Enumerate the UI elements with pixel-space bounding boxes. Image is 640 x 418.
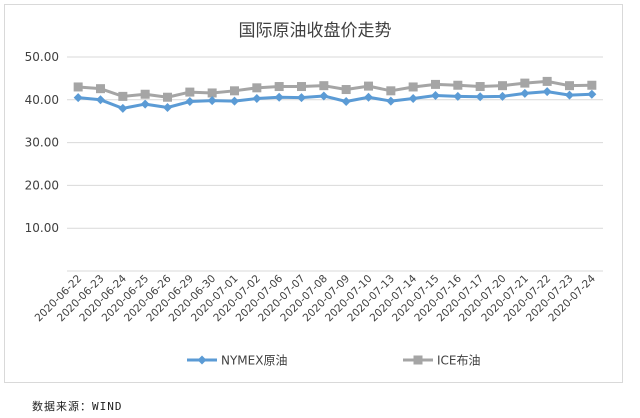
legend-marker [413,355,423,365]
y-tick-label: 20.00 [25,178,59,192]
x-axis-ticks: 2020-06-222020-06-232020-06-242020-06-25… [33,272,599,324]
data-point [185,87,195,97]
series-1 [73,76,597,102]
data-point [274,82,284,92]
legend-label: ICE布油 [437,354,481,368]
source-note: 数据来源：WIND [32,400,123,413]
data-point [520,88,530,98]
data-point [163,92,172,102]
legend: NYMEX原油 ICE布油 [187,354,481,368]
data-point [364,92,373,102]
legend-marker [197,355,207,365]
data-point [565,81,574,91]
data-point [73,82,83,92]
data-point [542,76,552,86]
data-point [230,96,239,106]
y-tick-label: 30.00 [25,136,59,150]
data-point [520,78,530,88]
legend-item-1: ICE布油 [403,354,481,368]
series-layer [73,76,597,113]
data-point [140,89,150,99]
data-point [230,86,239,96]
data-point [341,97,351,107]
data-point [565,90,574,100]
data-point [185,97,195,107]
series-0 [73,87,597,113]
data-point [297,82,306,92]
data-point [408,82,418,92]
chart-frame: 国际原油收盘价走势 10.00 20.00 30.00 40.00 50.00 2020… [4,4,623,383]
data-point [297,93,306,103]
y-tick-label: 10.00 [25,221,59,235]
data-point [453,80,463,90]
data-point [475,92,485,102]
data-point [453,91,463,101]
data-point [364,81,373,91]
y-tick-label: 40.00 [25,93,59,107]
chart-title: 国际原油收盘价走势 [239,21,392,41]
data-point [207,88,217,98]
data-point [587,80,597,90]
data-point [118,91,128,101]
data-point [431,91,440,101]
data-point [118,103,128,113]
legend-item-0: NYMEX原油 [187,354,287,368]
data-point [386,86,396,96]
oil-price-line-chart: 国际原油收盘价走势 10.00 20.00 30.00 40.00 50.00 2020… [25,21,603,368]
data-point [252,94,262,104]
data-point [498,91,507,101]
data-point [274,92,284,102]
data-point [207,96,217,106]
y-axis-ticks: 10.00 20.00 30.00 40.00 50.00 [25,50,59,235]
data-point [431,79,440,89]
data-point [96,84,105,94]
data-point [587,89,597,99]
data-point [386,96,396,106]
data-point [408,94,418,104]
data-point [96,95,105,105]
y-tick-label: 50.00 [25,50,59,64]
data-point [341,85,351,95]
data-point [319,91,329,101]
data-point [542,87,552,97]
gridlines [67,56,603,272]
data-point [319,81,329,91]
data-point [73,93,83,103]
legend-label: NYMEX原油 [221,354,287,368]
data-point [140,99,150,109]
data-point [498,81,507,91]
data-point [252,83,262,93]
data-point [163,103,172,113]
data-point [475,82,485,92]
